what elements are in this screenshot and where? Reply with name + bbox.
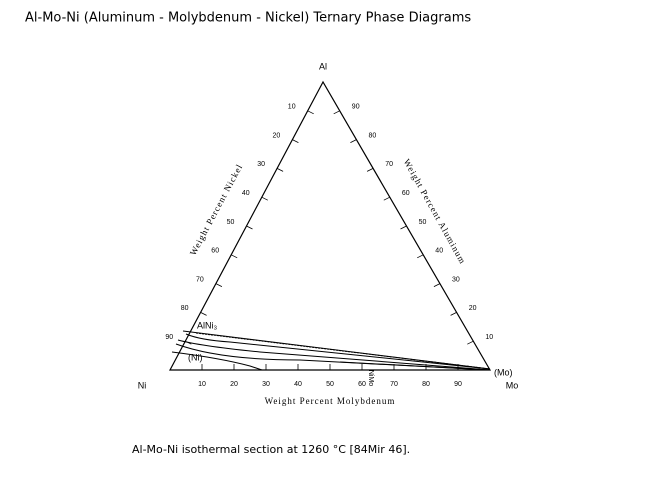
tick-mark: [400, 225, 407, 230]
tick-label: 30: [262, 381, 270, 388]
tick-label: 10: [485, 334, 493, 341]
tick-mark: [366, 168, 374, 172]
caption: Al-Mo-Ni isothermal section at 1260 °C […: [132, 443, 410, 456]
tick-label: 60: [402, 190, 410, 197]
tick-mark: [307, 110, 314, 115]
tick-label: 40: [435, 248, 443, 255]
tick-label: 10: [288, 104, 296, 111]
tick-label: 20: [273, 132, 281, 139]
tick-mark: [383, 196, 390, 201]
phase-label: AlNi₃: [197, 320, 218, 330]
tick-label: 50: [227, 219, 235, 226]
tick-mark: [333, 110, 340, 115]
boundary: [339, 361, 491, 371]
tick-label: 20: [469, 305, 477, 312]
phase-label: (Mo): [494, 367, 513, 377]
vertex-label: Ni: [138, 380, 147, 390]
tick-label: 30: [452, 276, 460, 283]
tick-mark: [246, 225, 253, 230]
phase-boundaries: [171, 330, 491, 371]
tick-label: 10: [198, 381, 206, 388]
tick-label: 80: [369, 132, 377, 139]
tick-mark: [200, 312, 207, 316]
tick-mark: [433, 283, 441, 287]
tick-label: 90: [165, 334, 173, 341]
tick-label: 70: [390, 381, 398, 388]
tick-mark: [467, 340, 474, 345]
tick-label: 90: [352, 104, 360, 111]
tick-label: 40: [242, 190, 250, 197]
tick-label: 20: [230, 381, 238, 388]
boundary: [195, 332, 491, 370]
tick-label: 50: [326, 381, 334, 388]
tick-label: 60: [358, 381, 366, 388]
axis-title: Weight Percent Molybdenum: [265, 396, 396, 406]
phase-label: (Ni): [188, 352, 203, 362]
vertex-label: Mo: [506, 380, 519, 390]
tick-mark: [292, 139, 299, 143]
axis-title: Weight Percent Nickel: [188, 162, 245, 257]
tick-label: 70: [196, 276, 204, 283]
tick-label: 70: [385, 161, 393, 168]
boundary: [177, 339, 491, 371]
boundary: [171, 351, 263, 371]
tick-mark: [185, 340, 192, 345]
boundary: [175, 343, 491, 371]
tick-mark: [231, 254, 238, 259]
tick-label: 40: [294, 381, 302, 388]
tick-label: 50: [419, 219, 427, 226]
tick-label: 80: [181, 305, 189, 312]
tick-mark: [350, 139, 357, 143]
tick-mark: [417, 254, 424, 259]
phase-label: NiMo: [367, 370, 374, 386]
tick-label: 80: [422, 381, 430, 388]
tick-mark: [215, 283, 223, 287]
boundary: [185, 333, 491, 370]
page-title: Al-Mo-Ni (Aluminum - Molybdenum - Nickel…: [25, 11, 471, 26]
tick-mark: [450, 312, 457, 316]
tick-label: 90: [454, 381, 462, 388]
tick-label: 60: [211, 248, 219, 255]
vertex-label: Al: [319, 61, 327, 71]
tick-mark: [261, 196, 268, 201]
tick-mark: [276, 168, 284, 172]
tick-label: 30: [257, 161, 265, 168]
